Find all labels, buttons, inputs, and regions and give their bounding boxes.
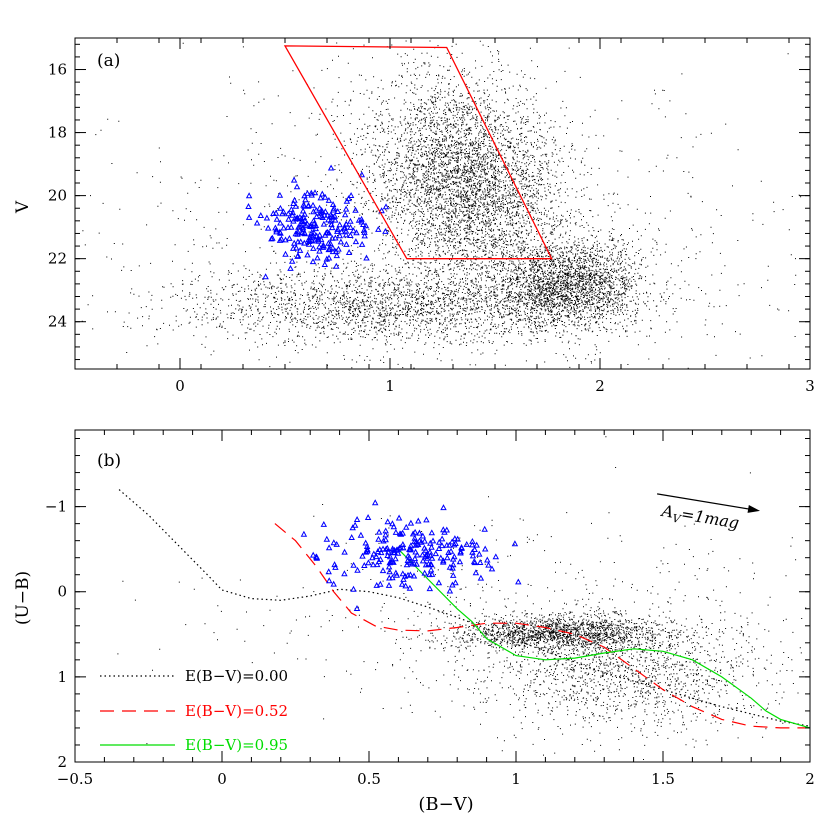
panel-b-blue-stars [300,499,522,611]
track-line-2 [397,548,811,729]
panel-b-x-tick-label: 2 [805,770,815,788]
panel-a-y-tick-label: 16 [48,61,67,79]
panel-b-x-tick-label: 0 [217,770,227,788]
reddening-vector: AV=1mag [657,493,761,536]
panel-b-label: (b) [97,451,121,471]
panel-a-y-tick-label: 18 [48,124,67,142]
reddening-vector-label-sub: V [671,512,682,526]
panel-a-y-tick-label: 24 [48,313,67,331]
panel-b-x-tick-label: −0.5 [57,770,93,788]
reddening-vector-arrow [657,493,755,511]
reddening-vector-label-a: A [658,501,674,522]
panel-b-x-tick-label: 1 [511,770,521,788]
panel-b-y-tick-label: 1 [57,668,67,686]
reddening-vector-arrowhead [747,504,761,513]
panel-a-cmd: 0 1 2 3 16 18 20 22 24 (a) V [13,37,815,395]
panel-b-x-tick-label: 0.5 [357,770,381,788]
panel-b-ticks: −0.5 0 0.5 1 1.5 2 −1 0 1 2 [45,430,815,788]
panel-a-frame [74,37,811,370]
panel-b-frame [74,429,811,763]
panel-b-y-tick-label: 2 [57,753,67,771]
panel-a-x-tick-label: 3 [805,377,815,395]
legend-label-2: E(B−V)=0.95 [185,736,288,754]
legend: E(B−V)=0.00 E(B−V)=0.52 E(B−V)=0.95 [100,667,288,754]
track-line-0 [118,489,811,727]
panel-a-ylabel: V [13,200,33,214]
panel-b-x-tick-label: 1.5 [651,770,675,788]
panel-a-selection-box [283,45,553,260]
panel-a-y-tick-label: 22 [48,250,67,268]
panel-a-field-stars [81,40,802,369]
panel-a-blue-stars-triangles [245,164,390,280]
panel-b-ylabel: (U−B) [13,571,33,625]
panel-a-x-tick-label: 1 [385,377,395,395]
panel-b-color-color: −0.5 0 0.5 1 1.5 2 −1 0 1 2 (b) (U−B) (B−V) AV=1m… [13,429,815,815]
panel-a-x-tick-label: 0 [175,377,185,395]
panel-b-xlabel: (B−V) [418,794,473,815]
reddening-vector-label-suffix: =1mag [680,504,741,532]
panel-a-x-tick-label: 2 [595,377,605,395]
panel-a-y-tick-label: 20 [48,187,67,205]
panel-a-label: (a) [97,51,120,71]
panel-b-y-tick-label: −1 [45,498,67,516]
panel-a-blue-stars [245,164,390,280]
panel-b-blue-stars-triangles [300,499,522,611]
reddening-vector-label: AV=1mag [658,501,741,536]
panel-b-reddening-tracks [118,489,811,729]
panel-a-ticks: 0 1 2 3 16 18 20 22 24 [48,38,815,395]
track-line-1 [274,523,810,729]
panel-a-field-stars-dots [81,40,802,369]
legend-label-0: E(B−V)=0.00 [185,667,288,685]
legend-label-1: E(B−V)=0.52 [185,702,288,720]
panel-b-y-tick-label: 0 [57,583,67,601]
